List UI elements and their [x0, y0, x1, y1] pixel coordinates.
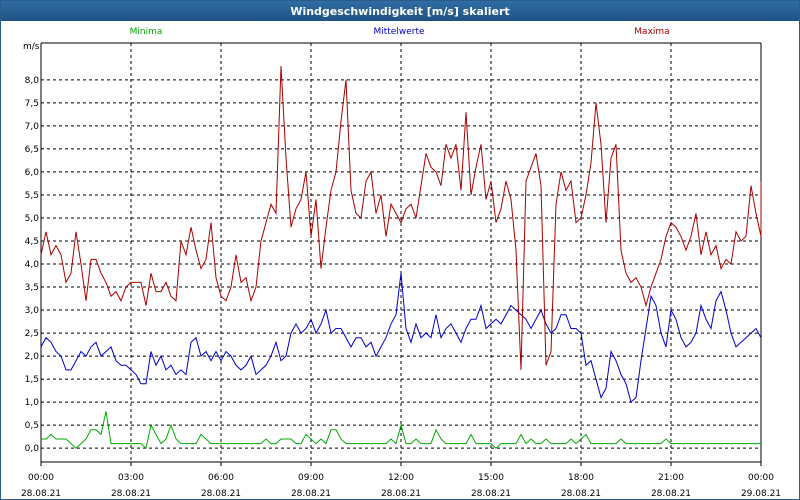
y-tick-label: 6,0: [25, 168, 40, 178]
y-tick-label: 3,0: [25, 306, 40, 316]
x-tick-date-label: 28.08.21: [21, 489, 61, 499]
y-tick-label: 0,5: [25, 421, 39, 431]
legend: Minima Mittelwerte Maxima: [130, 27, 670, 37]
x-tick-date-label: 28.08.21: [471, 489, 511, 499]
x-tick-time-label: 15:00: [478, 473, 504, 483]
y-tick-label: 8,0: [25, 76, 40, 86]
series-line-mittelwerte: [40, 273, 762, 404]
y-tick-label: 1,5: [25, 375, 39, 385]
x-tick-time-label: 03:00: [118, 473, 144, 483]
window-title: Windgeschwindigkeit [m/s] skaliert: [290, 4, 510, 18]
x-tick-time-label: 09:00: [298, 473, 324, 483]
x-tick-date-label: 28.08.21: [381, 489, 421, 499]
x-tick-time-label: 18:00: [568, 473, 594, 483]
x-tick-time-label: 06:00: [208, 473, 234, 483]
y-tick-label: 4,0: [25, 260, 40, 270]
x-tick-date-label: 28.08.21: [291, 489, 331, 499]
x-tick-time-label: 00:00: [28, 473, 54, 483]
x-tick-date-label: 28.08.21: [561, 489, 601, 499]
y-axis-label: m/s: [23, 42, 40, 52]
x-axis-ticks: 00:00 28.08.21 03:00 28.08.21 06:00 28.08.21 0…: [21, 462, 781, 499]
y-tick-label: 4,5: [25, 237, 39, 247]
y-tick-label: 3,5: [25, 283, 39, 293]
y-tick-label: 7,0: [25, 122, 40, 132]
y-tick-label: 1,0: [25, 398, 40, 408]
legend-item-maxima: Maxima: [634, 27, 669, 37]
series-lines: [40, 65, 762, 450]
y-tick-label: 2,5: [25, 329, 39, 339]
wind-speed-chart: 0,0 0,5 1,0 1,5 2,0 2,5 3,0 3,5 4,0 4,5 5,0 5,5 6,0 6…: [21, 27, 781, 499]
y-tick-label: 5,0: [25, 214, 40, 224]
x-tick-date-label: 28.08.21: [651, 489, 691, 499]
series-line-maxima: [40, 65, 762, 370]
y-axis-ticks: 0,0 0,5 1,0 1,5 2,0 2,5 3,0 3,5 4,0 4,5 5,0 5,5 6,0 6…: [25, 76, 40, 454]
y-tick-label: 6,5: [25, 145, 39, 155]
y-tick-label: 7,5: [25, 99, 39, 109]
x-tick-time-label: 21:00: [658, 473, 684, 483]
x-tick-date-label: 28.08.21: [111, 489, 151, 499]
x-tick-date-label: 29.08.21: [741, 489, 781, 499]
y-tick-label: 0,0: [25, 444, 40, 454]
grid-lines: [41, 43, 761, 462]
series-line-minima: [41, 411, 761, 450]
y-tick-label: 2,0: [25, 352, 40, 362]
x-tick-time-label: 00:00: [748, 473, 774, 483]
legend-item-minima: Minima: [130, 27, 163, 37]
y-tick-label: 5,5: [25, 191, 39, 201]
x-tick-time-label: 12:00: [388, 473, 414, 483]
legend-item-mittelwerte: Mittelwerte: [373, 27, 424, 37]
window-titlebar: Windgeschwindigkeit [m/s] skaliert: [1, 1, 799, 21]
x-tick-date-label: 28.08.21: [201, 489, 241, 499]
